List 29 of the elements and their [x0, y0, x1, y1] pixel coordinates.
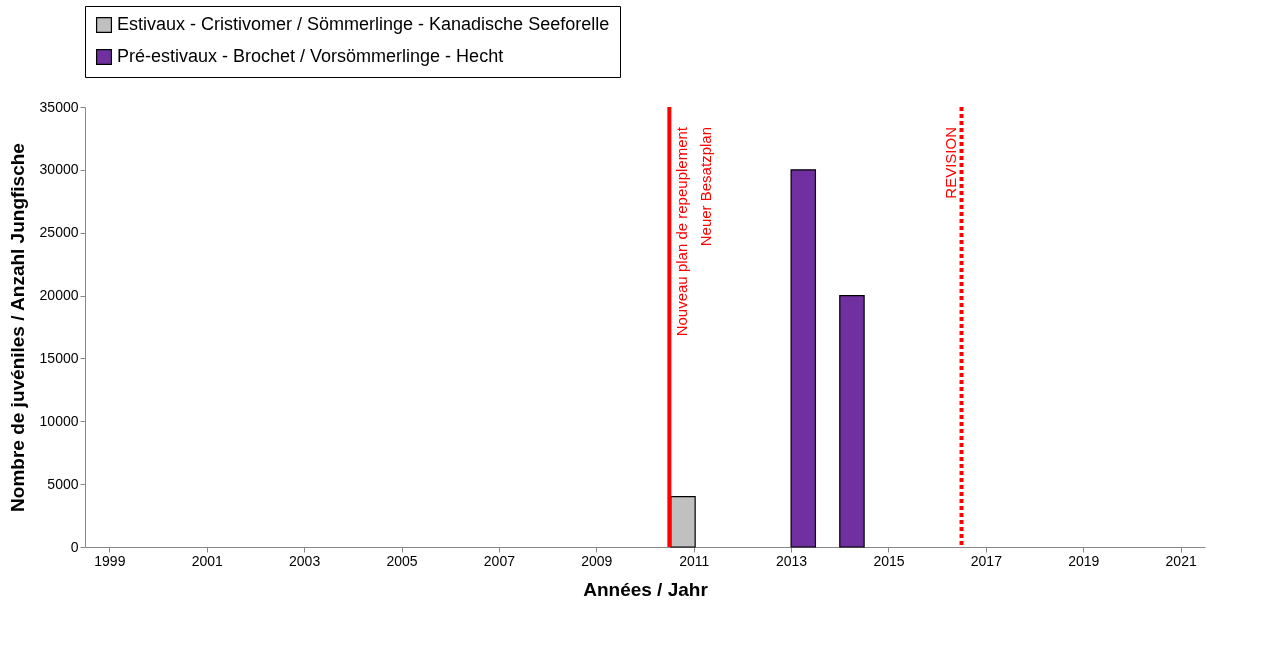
- bar: [670, 496, 696, 548]
- y-tick-label: 30000: [39, 161, 79, 178]
- bar: [790, 169, 817, 548]
- x-tick-label: 2021: [1165, 552, 1197, 569]
- x-tick-label: 2017: [970, 552, 1003, 569]
- x-tick-label: 2007: [483, 552, 516, 569]
- y-tick-label: 10000: [39, 412, 79, 429]
- y-tick-label: 20000: [39, 287, 79, 304]
- y-tick-label: 35000: [39, 98, 79, 115]
- x-tick-label: 2015: [873, 552, 905, 569]
- x-tick-label: 2003: [289, 552, 321, 569]
- bar: [839, 294, 865, 548]
- x-tick-label: 2009: [581, 552, 613, 569]
- y-tick-label: 25000: [39, 224, 79, 241]
- legend-label: Pré-estivaux - Brochet / Vorsömmerlinge - Hecht: [117, 46, 504, 66]
- ref-line-label: Nouveau plan de repeuplement Neuer Besatzplan: [673, 126, 715, 337]
- x-tick-label: 2011: [679, 552, 710, 569]
- y-axis-title: Nombre de juvéniles / Anzahl Jungfische: [6, 143, 28, 512]
- y-tick-label: 0: [70, 538, 79, 555]
- x-tick-label: 2005: [386, 552, 418, 569]
- x-tick-label: 2019: [1068, 552, 1100, 569]
- y-tick-label: 5000: [47, 475, 79, 492]
- x-tick-label: 2013: [776, 552, 808, 569]
- x-tick-label: 2001: [191, 552, 224, 569]
- ref-line-label: REVISION: [941, 127, 959, 199]
- x-tick-label: 1999: [94, 552, 126, 569]
- legend-label: Estivaux - Cristivomer / Sömmerlinge - Kanadische Seeforelle: [117, 14, 610, 34]
- x-axis-title: Années / Jahr: [583, 578, 709, 600]
- y-tick-label: 15000: [39, 349, 79, 366]
